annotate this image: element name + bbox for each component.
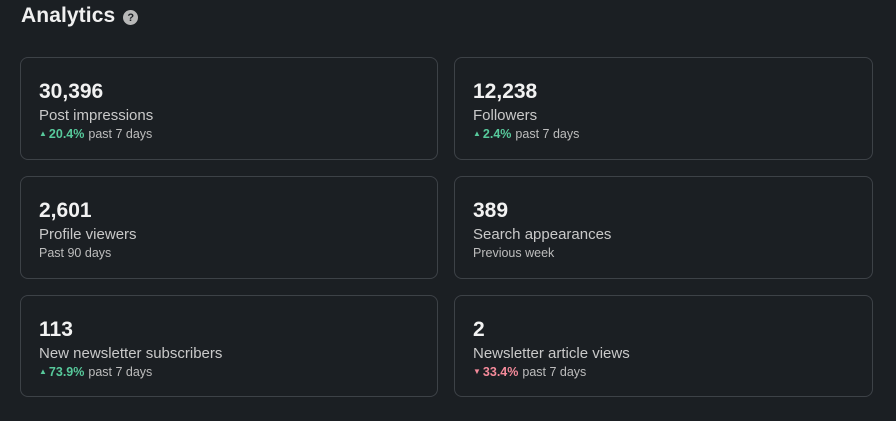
metric-change: ▲ 2.4% past 7 days	[473, 125, 854, 143]
metric-value: 12,238	[473, 80, 538, 103]
analytics-grid: 30,396 Post impressions ▲ 20.4% past 7 d…	[20, 57, 873, 397]
search-appearances-card[interactable]: 389 Search appearances Previous week	[454, 176, 873, 279]
change-percent: 33.4%	[482, 365, 519, 379]
post-impressions-card[interactable]: 30,396 Post impressions ▲ 20.4% past 7 d…	[20, 57, 438, 160]
metric-value: 389	[473, 199, 509, 222]
metric-value: 30,396	[39, 80, 104, 103]
change-period: past 7 days	[88, 127, 153, 141]
metric-period: Past 90 days	[39, 246, 112, 260]
metric-label: New newsletter subscribers	[39, 345, 223, 362]
page-title: Analytics	[21, 4, 116, 27]
metric-value: 113	[39, 318, 73, 341]
change-period: past 7 days	[522, 365, 587, 379]
analytics-header: Analytics ?	[21, 4, 139, 28]
metric-period: Previous week	[473, 246, 555, 260]
followers-card[interactable]: 12,238 Followers ▲ 2.4% past 7 days	[454, 57, 873, 160]
change-period: past 7 days	[515, 127, 580, 141]
metric-label: Search appearances	[473, 226, 612, 243]
metric-value: 2,601	[39, 199, 92, 222]
metric-label: Newsletter article views	[473, 345, 630, 362]
caret-up-icon: ▲	[39, 366, 47, 376]
metric-label: Followers	[473, 107, 538, 124]
metric-label: Profile viewers	[39, 226, 137, 243]
profile-viewers-card[interactable]: 2,601 Profile viewers Past 90 days	[20, 176, 438, 279]
metric-change: ▲ 20.4% past 7 days	[39, 125, 419, 143]
change-percent: 20.4%	[48, 127, 85, 141]
caret-up-icon: ▲	[473, 128, 481, 138]
change-percent: 73.9%	[48, 365, 85, 379]
caret-up-icon: ▲	[39, 128, 47, 138]
newsletter-subscribers-card[interactable]: 113 New newsletter subscribers ▲ 73.9% p…	[20, 295, 438, 397]
question-circle-icon[interactable]: ?	[123, 10, 139, 25]
metric-change: ▼ 33.4% past 7 days	[473, 363, 854, 381]
change-period: past 7 days	[88, 365, 153, 379]
metric-label: Post impressions	[39, 107, 154, 124]
metric-change: ▲ 73.9% past 7 days	[39, 363, 419, 381]
change-percent: 2.4%	[482, 127, 512, 141]
caret-down-icon: ▼	[473, 366, 481, 376]
newsletter-article-views-card[interactable]: 2 Newsletter article views ▼ 33.4% past …	[454, 295, 873, 397]
metric-value: 2	[473, 318, 485, 341]
